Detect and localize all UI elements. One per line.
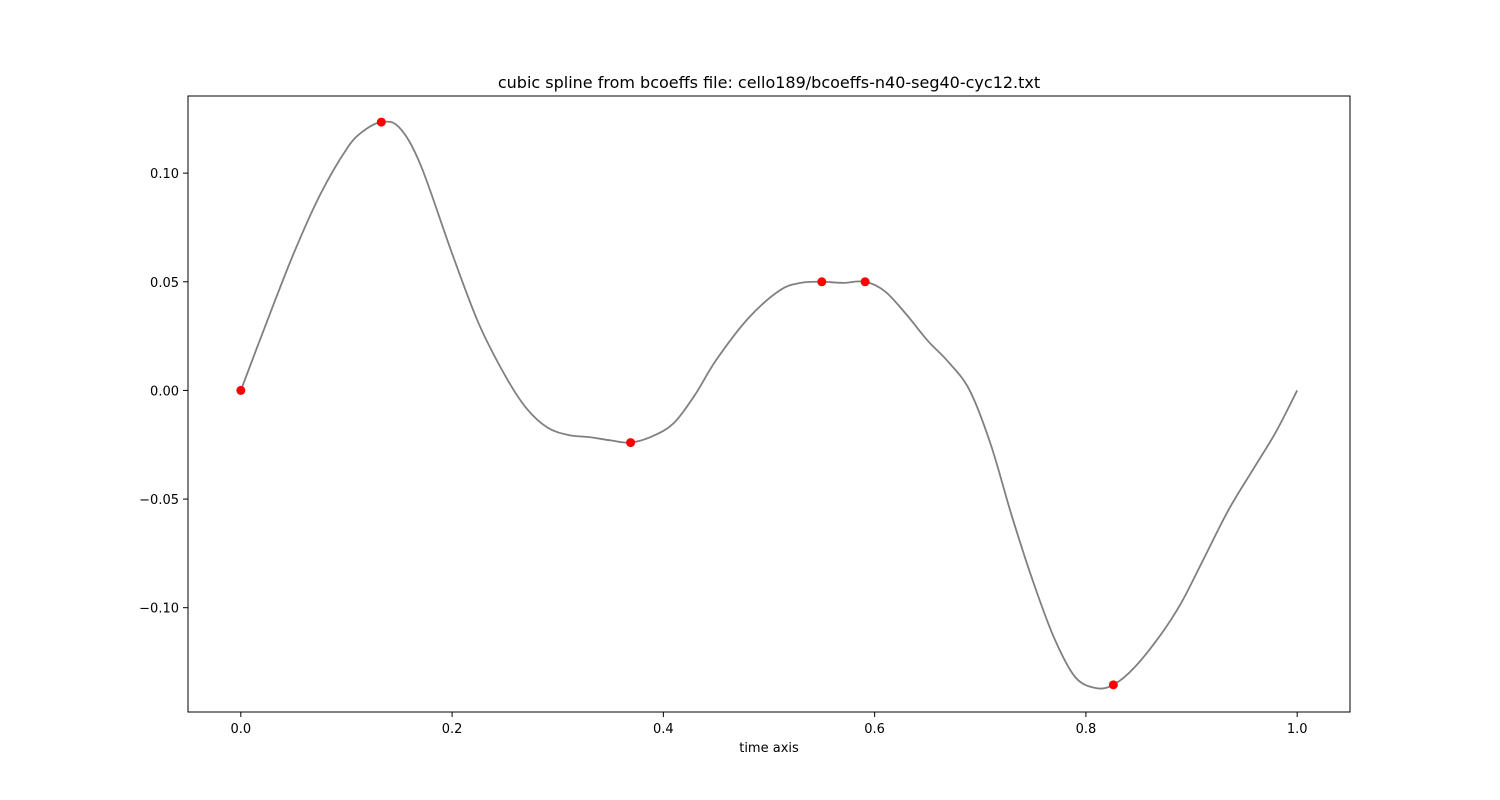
y-tick-label: −0.05 (139, 493, 179, 508)
x-axis-label: time axis (739, 741, 799, 756)
x-tick-label: 0.8 (1076, 722, 1097, 737)
extremum-point (626, 438, 636, 448)
y-axis: −0.10 −0.05 0.00 0.05 0.10 (139, 167, 188, 617)
extremum-point (817, 277, 827, 287)
extremum-point (1108, 680, 1118, 690)
x-tick-label: 0.2 (442, 722, 463, 737)
x-tick-label: 1.0 (1287, 722, 1308, 737)
chart-title: cubic spline from bcoeffs file: cello189… (498, 73, 1040, 92)
extremum-point (860, 277, 870, 287)
x-tick-label: 0.6 (864, 722, 885, 737)
plot-frame (187, 95, 1351, 713)
x-tick-label: 0.0 (230, 722, 251, 737)
y-tick-label: 0.10 (150, 167, 179, 182)
extremum-point (376, 117, 386, 127)
y-tick-label: 0.05 (150, 276, 179, 291)
series-layer (236, 117, 1298, 690)
extremum-point (236, 385, 246, 395)
y-tick-label: 0.00 (150, 384, 179, 399)
y-tick-label: −0.10 (139, 602, 179, 617)
x-tick-label: 0.4 (653, 722, 674, 737)
x-axis: 0.0 0.2 0.4 0.6 0.8 1.0 (230, 712, 1308, 737)
